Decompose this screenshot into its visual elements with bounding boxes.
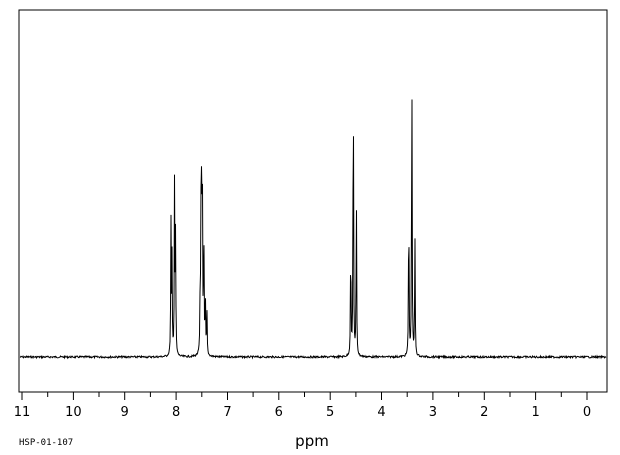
x-tick-label: 5 <box>326 405 334 420</box>
x-tick-label: 7 <box>223 405 231 420</box>
x-tick-label: 1 <box>531 405 539 420</box>
x-tick-label: 4 <box>377 405 385 420</box>
plot-frame <box>18 9 608 393</box>
x-tick-label: 2 <box>480 405 488 420</box>
x-tick-label: 11 <box>14 405 31 420</box>
sample-id-label: HSP-01-107 <box>19 438 73 448</box>
x-tick-label: 6 <box>275 405 283 420</box>
x-tick-label: 8 <box>172 405 180 420</box>
x-axis-tick-labels: 11 10 9 8 7 6 5 4 3 2 1 0 <box>14 405 591 420</box>
x-tick-label: 0 <box>583 405 591 420</box>
x-tick-label: 3 <box>429 405 437 420</box>
x-axis-title: ppm <box>295 432 329 450</box>
spectrum-trace <box>19 99 607 360</box>
x-tick-label: 10 <box>65 405 82 420</box>
x-axis-ticks <box>21 392 588 400</box>
x-tick-label: 9 <box>121 405 129 420</box>
